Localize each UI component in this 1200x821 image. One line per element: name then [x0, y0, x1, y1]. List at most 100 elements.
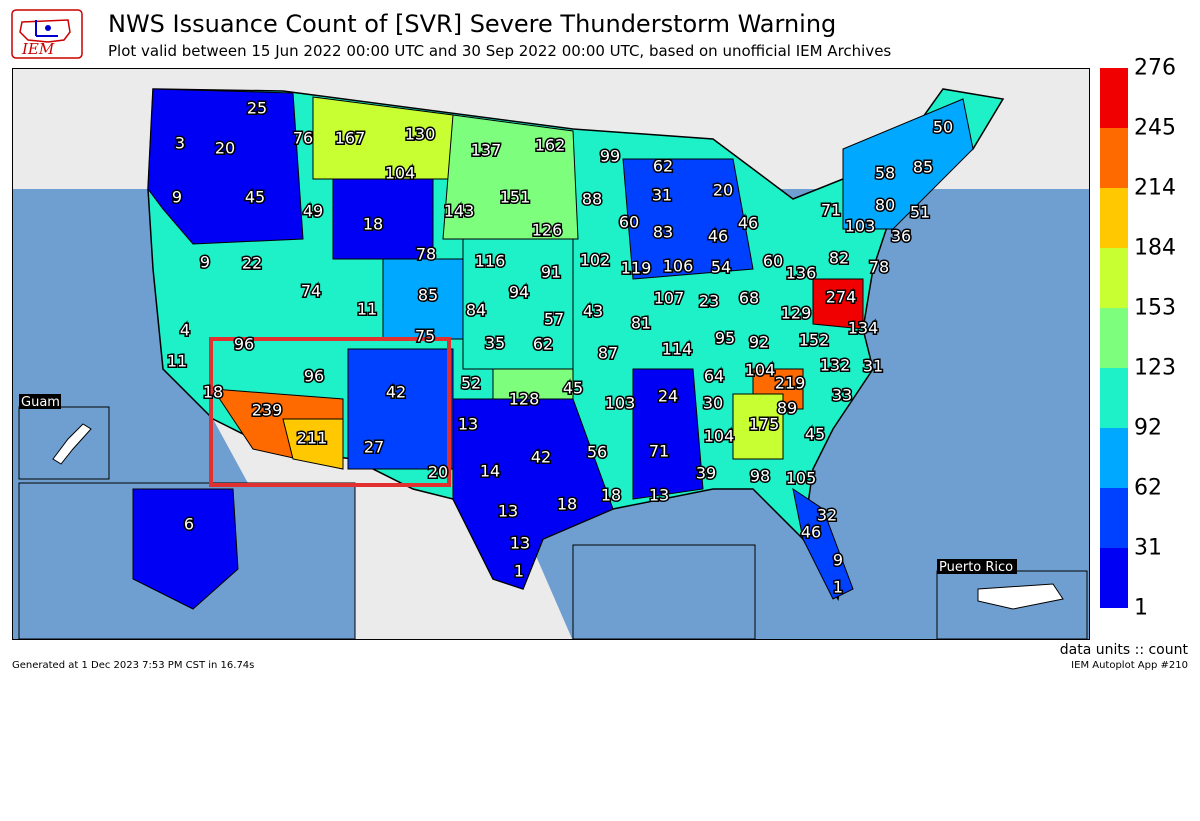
wfo-count-label: 42 — [386, 383, 406, 402]
guam-inset — [18, 406, 110, 480]
wfo-count-label: 56 — [587, 443, 607, 462]
wfo-count-label: 83 — [653, 223, 673, 242]
region-mississippi-valley — [632, 368, 704, 500]
wfo-count-label: 151 — [500, 188, 531, 207]
wfo-count-label: 20 — [215, 139, 235, 158]
colorbar-segment — [1100, 548, 1128, 608]
iem-logo-icon: IEM — [11, 9, 83, 59]
wfo-count-label: 103 — [845, 217, 876, 236]
colorbar-segment — [1100, 308, 1128, 368]
wfo-count-label: 239 — [252, 401, 283, 420]
wfo-count-label: 128 — [509, 390, 540, 409]
wfo-count-label: 25 — [247, 99, 267, 118]
wfo-count-label: 46 — [801, 523, 821, 542]
colorbar-tick-label: 123 — [1134, 355, 1176, 381]
region-arizona-east — [282, 418, 344, 470]
wfo-count-label: 13 — [458, 415, 478, 434]
wfo-count-label: 52 — [461, 374, 481, 393]
wfo-count-label: 68 — [739, 289, 759, 308]
wfo-count-label: 31 — [652, 186, 672, 205]
wfo-count-label: 103 — [605, 394, 636, 413]
wfo-count-label: 6 — [184, 515, 194, 534]
puerto-rico-land — [977, 583, 1064, 610]
colorbar-segment — [1100, 188, 1128, 248]
wfo-count-label: 24 — [658, 387, 678, 406]
page-title: NWS Issuance Count of [SVR] Severe Thund… — [108, 10, 837, 38]
alaska-land — [132, 488, 239, 610]
wfo-count-label: 20 — [713, 181, 733, 200]
wfo-count-label: 13 — [498, 502, 518, 521]
wfo-count-label: 20 — [428, 463, 448, 482]
wfo-count-label: 50 — [933, 118, 953, 137]
wfo-count-label: 14 — [480, 462, 500, 481]
wfo-count-label: 11 — [167, 352, 187, 371]
iem-logo-text: IEM — [21, 40, 55, 58]
wfo-count-label: 60 — [619, 213, 639, 232]
region-dakotas — [442, 114, 579, 240]
wfo-count-label: 99 — [600, 147, 620, 166]
wfo-count-label: 95 — [715, 329, 735, 348]
wfo-count-label: 96 — [234, 335, 254, 354]
wfo-count-label: 129 — [781, 304, 812, 323]
guam-label-bg — [19, 394, 61, 409]
wfo-count-label: 57 — [544, 310, 564, 329]
wfo-count-label: 162 — [535, 136, 566, 155]
wfo-count-label: 62 — [653, 157, 673, 176]
colorbar-segment — [1100, 128, 1128, 188]
wfo-count-label: 45 — [563, 379, 583, 398]
colorbar-segment — [1100, 428, 1128, 488]
wfo-count-label: 32 — [817, 506, 837, 525]
wfo-count-label: 114 — [662, 340, 693, 359]
colorbar-segment — [1100, 68, 1128, 128]
wfo-count-label: 78 — [869, 258, 889, 277]
colorbar-tick-label: 276 — [1134, 55, 1176, 81]
wfo-count-label: 23 — [699, 292, 719, 311]
wfo-count-label: 106 — [663, 257, 694, 276]
wfo-count-label: 104 — [385, 164, 416, 183]
wfo-count-label: 46 — [708, 227, 728, 246]
wfo-count-label: 126 — [532, 221, 563, 240]
wfo-count-label: 18 — [203, 383, 223, 402]
units-label: data units :: count — [1059, 642, 1188, 658]
region-florida — [792, 487, 854, 600]
wfo-count-label: 13 — [649, 486, 669, 505]
wfo-count-label: 143 — [444, 202, 475, 221]
wfo-count-label: 13 — [510, 534, 530, 553]
colorbar-tick-label: 92 — [1134, 415, 1162, 441]
wfo-count-label: 94 — [509, 283, 529, 302]
wfo-count-label: 27 — [364, 438, 384, 457]
wfo-count-label: 60 — [763, 252, 783, 271]
wfo-count-label: 43 — [583, 302, 603, 321]
generated-timestamp: Generated at 1 Dec 2023 7:53 PM CST in 1… — [12, 660, 255, 671]
wfo-count-label: 33 — [832, 386, 852, 405]
colorbar-segment — [1100, 488, 1128, 548]
wfo-count-label: 45 — [805, 425, 825, 444]
wfo-count-label: 71 — [649, 442, 669, 461]
colorbar — [1100, 68, 1128, 608]
wfo-count-label: 18 — [363, 215, 383, 234]
colorbar-tick-label: 31 — [1134, 535, 1162, 561]
colorbar-tick-label: 214 — [1134, 175, 1176, 201]
colorbar-tick-label: 184 — [1134, 235, 1176, 261]
wfo-count-label: 116 — [475, 252, 506, 271]
wfo-count-label: 152 — [799, 331, 830, 350]
wfo-count-label: 96 — [304, 367, 324, 386]
wfo-count-label: 89 — [777, 399, 797, 418]
wfo-count-label: 1 — [514, 562, 524, 581]
wfo-count-label: 98 — [750, 467, 770, 486]
region-northeast — [842, 98, 974, 230]
wfo-count-label: 49 — [303, 202, 323, 221]
puerto-rico-label-bg — [937, 559, 1017, 574]
wfo-count-label: 87 — [598, 344, 618, 363]
wfo-count-label: 51 — [910, 203, 930, 222]
wfo-count-label: 62 — [533, 335, 553, 354]
wfo-count-label: 105 — [786, 469, 817, 488]
puerto-rico-label: Puerto Rico — [939, 560, 1013, 575]
wfo-count-label: 104 — [704, 427, 735, 446]
region-northwest — [147, 88, 304, 245]
wfo-count-label: 31 — [863, 357, 883, 376]
wfo-count-label: 136 — [786, 264, 817, 283]
wfo-count-label: 74 — [301, 282, 321, 301]
wfo-count-label: 78 — [416, 245, 436, 264]
